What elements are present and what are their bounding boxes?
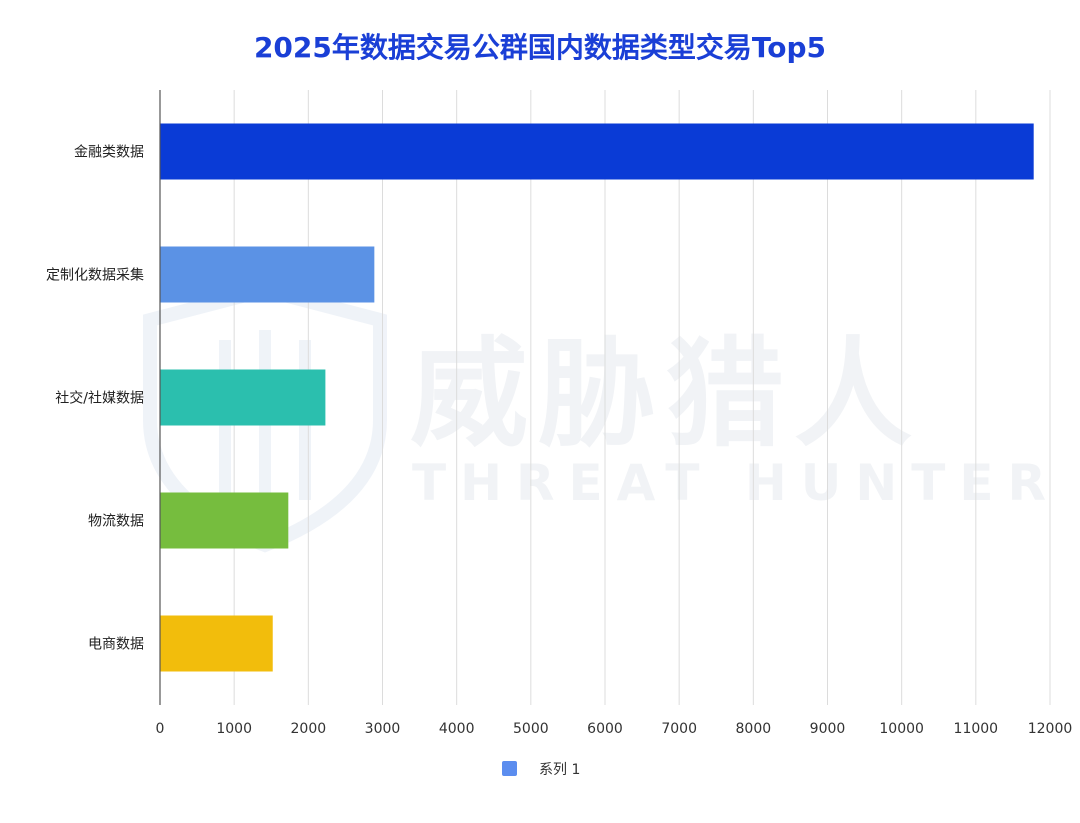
x-tick-label: 11000	[954, 721, 999, 737]
legend[interactable]: 系列 1	[502, 761, 580, 778]
watermark-brand-en: THREAT HUNTER	[412, 454, 1060, 512]
x-tick-label: 12000	[1028, 721, 1073, 737]
bar[interactable]	[160, 615, 273, 672]
x-tick-label: 7000	[661, 721, 697, 737]
chart-title: 2025年数据交易公群国内数据类型交易Top5	[253, 31, 827, 64]
bars	[160, 123, 1034, 672]
x-tick-label: 3000	[365, 721, 401, 737]
x-tick-label: 9000	[810, 721, 846, 737]
bar[interactable]	[160, 123, 1034, 180]
x-tick-label: 0	[156, 721, 165, 737]
category-label: 电商数据	[88, 637, 144, 653]
x-tick-label: 4000	[439, 721, 475, 737]
watermark: 威胁猎人 THREAT HUNTER	[143, 282, 1060, 553]
x-tick-label: 1000	[216, 721, 252, 737]
x-tick-label: 6000	[587, 721, 623, 737]
x-tick-label: 5000	[513, 721, 549, 737]
bar[interactable]	[160, 246, 375, 303]
bar[interactable]	[160, 369, 326, 426]
x-axis-ticks: 0 1000 2000 3000 4000 5000 6000 7000 8000 9000 100…	[156, 721, 1073, 737]
x-tick-label: 10000	[879, 721, 924, 737]
bar[interactable]	[160, 492, 289, 549]
category-label: 定制化数据采集	[46, 267, 144, 284]
x-tick-label: 8000	[736, 721, 772, 737]
legend-label: 系列 1	[539, 762, 580, 778]
watermark-brand-cn: 威胁猎人	[410, 325, 922, 463]
x-tick-label: 2000	[291, 721, 327, 737]
category-label: 社交/社媒数据	[55, 390, 144, 407]
legend-swatch	[502, 761, 517, 776]
category-label: 物流数据	[88, 514, 144, 530]
category-label: 金融类数据	[74, 145, 144, 161]
